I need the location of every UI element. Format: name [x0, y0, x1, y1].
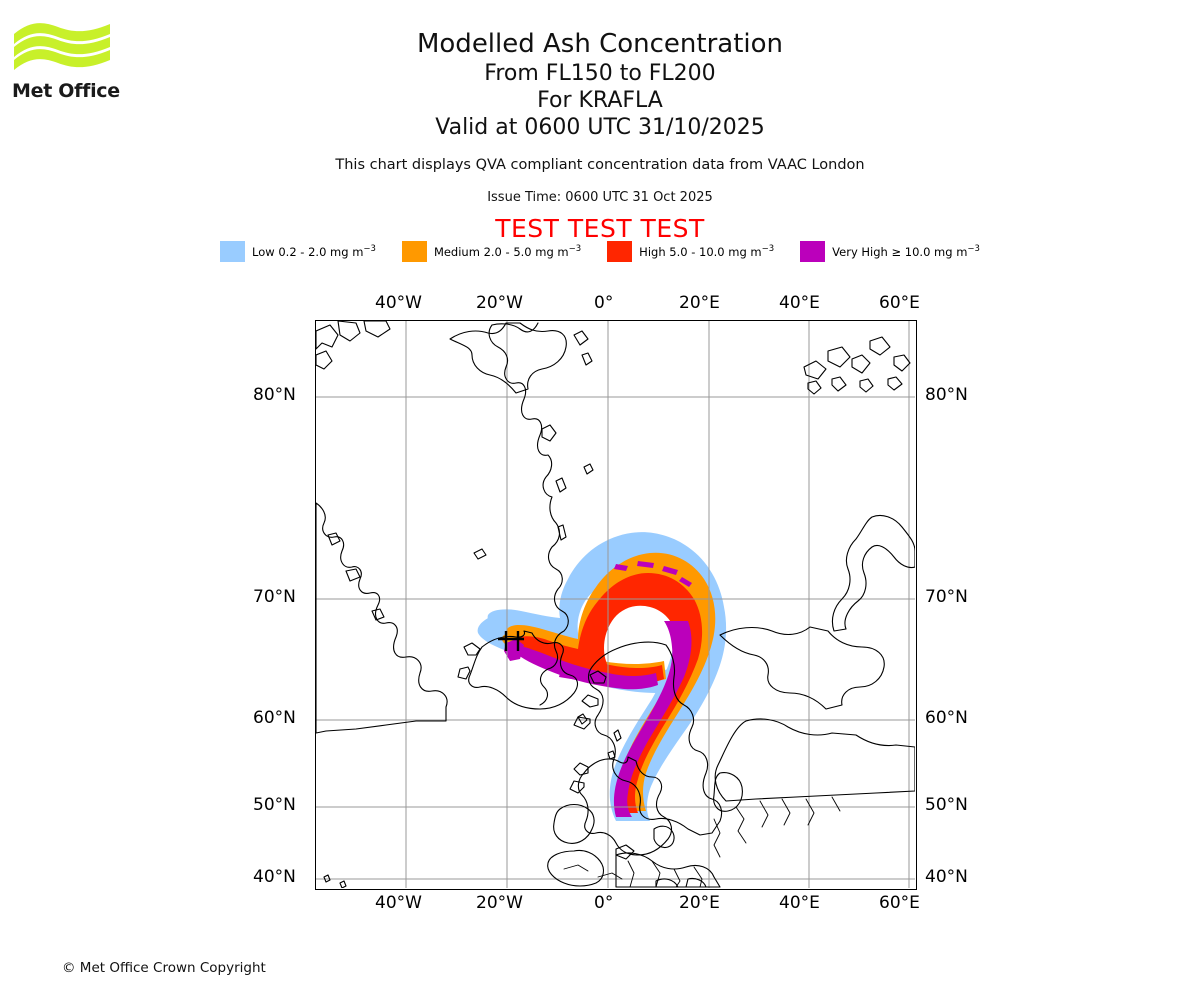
- chart-title-line1: Modelled Ash Concentration: [416, 29, 784, 59]
- legend-item-high: High 5.0 - 10.0 mg m−3: [607, 241, 774, 262]
- contour-very-high-lower-speckles: [559, 673, 608, 685]
- lon-label-top-0: 0°: [594, 293, 614, 313]
- coast-norway-fjords: [573, 670, 607, 730]
- coast-europe-mainland: [615, 852, 721, 888]
- chart-title-line4: Valid at 0600 UTC 31/10/2025: [435, 115, 765, 140]
- ash-concentration-map[interactable]: [315, 320, 917, 890]
- lat-label-left-40n: 40°N: [253, 867, 296, 887]
- coast-france-iberia: [547, 849, 605, 887]
- met-office-waves-icon: [14, 23, 110, 70]
- lat-label-right-80n: 80°N: [925, 385, 968, 405]
- coast-arctic-island-b: [363, 321, 391, 338]
- lat-label-left-50n: 50°N: [253, 795, 296, 815]
- lon-label-bottom-0: 0°: [594, 893, 614, 913]
- lon-label-bottom-20w: 20°W: [476, 893, 523, 913]
- met-office-logo: Met Office: [12, 20, 122, 115]
- coast-scotland-highlands: [569, 762, 589, 794]
- coast-svalbard-islands: [573, 330, 593, 366]
- coast-ireland: [553, 803, 595, 844]
- coast-azores-dots: [323, 874, 347, 888]
- coast-jan-mayen: [473, 548, 487, 560]
- legend-label-high: High 5.0 - 10.0 mg m−3: [639, 244, 775, 259]
- map-canvas: [316, 321, 915, 888]
- coast-russia-south: [714, 718, 915, 802]
- coast-scandinavia: [587, 641, 723, 836]
- lon-label-top-40e: 40°E: [779, 293, 820, 313]
- chart-subtitle-block: This chart displays QVA compliant concen…: [0, 155, 1200, 208]
- coast-greenland-islands: [327, 532, 385, 621]
- coast-mediterranean: [655, 877, 707, 888]
- ash-plume-contours: [477, 532, 727, 821]
- met-office-logo-text: Met Office: [12, 80, 120, 102]
- coast-baltic-gulf: [713, 772, 743, 812]
- coast-netherlands: [615, 844, 635, 860]
- coast-shetland: [613, 729, 622, 742]
- lon-label-bottom-40e: 40°E: [779, 893, 820, 913]
- coast-bear-island: [583, 463, 594, 475]
- concentration-legend: Low 0.2 - 2.0 mg m−3 Medium 2.0 - 5.0 mg…: [0, 241, 1200, 262]
- coast-franz-josef: [803, 336, 911, 395]
- legend-item-very-high: Very High ≥ 10.0 mg m−3: [800, 241, 980, 262]
- coast-denmark-jutland: [653, 825, 675, 849]
- copyright-footer: © Met Office Crown Copyright: [62, 960, 266, 976]
- coast-ellesmere: [316, 324, 339, 350]
- legend-swatch-medium-icon: [401, 241, 427, 262]
- lon-label-bottom-60e: 60°E: [879, 893, 920, 913]
- legend-item-low: Low 0.2 - 2.0 mg m−3: [220, 241, 376, 262]
- lat-label-left-70n: 70°N: [253, 587, 296, 607]
- coast-faroe: [577, 713, 588, 725]
- lon-label-top-20e: 20°E: [679, 293, 720, 313]
- lat-label-right-60n: 60°N: [925, 708, 968, 728]
- lon-label-bottom-40w: 40°W: [375, 893, 422, 913]
- coast-arctic-island-a: [337, 321, 361, 342]
- test-banner: TEST TEST TEST: [495, 214, 705, 243]
- lat-label-left-60n: 60°N: [253, 708, 296, 728]
- issue-time-label: Issue Time: 0600 UTC 31 Oct 2025: [487, 190, 713, 205]
- chart-title-block: Modelled Ash Concentration From FL150 to…: [0, 28, 1200, 141]
- lat-label-right-40n: 40°N: [925, 867, 968, 887]
- coast-great-britain: [577, 756, 673, 856]
- contour-very-high-east: [613, 621, 692, 817]
- map-gridlines: [316, 321, 915, 888]
- lon-label-top-40w: 40°W: [375, 293, 422, 313]
- coast-iceland: [468, 630, 579, 710]
- coast-svalbard-main: [449, 322, 567, 394]
- contour-high: [517, 573, 703, 813]
- coast-novaya-zemlya: [831, 514, 915, 632]
- coast-greenland: [316, 502, 448, 734]
- coast-iceland-fjords: [457, 642, 481, 680]
- legend-swatch-low-icon: [220, 241, 246, 262]
- lon-label-top-20w: 20°W: [476, 293, 523, 313]
- contour-high-west-tail: [515, 640, 664, 684]
- lat-label-left-80n: 80°N: [253, 385, 296, 405]
- lat-label-right-70n: 70°N: [925, 587, 968, 607]
- lat-label-right-50n: 50°N: [925, 795, 968, 815]
- legend-swatch-very-high-icon: [800, 241, 826, 262]
- legend-item-medium: Medium 2.0 - 5.0 mg m−3: [401, 241, 582, 262]
- legend-label-medium: Medium 2.0 - 5.0 mg m−3: [433, 244, 582, 259]
- coast-greenland-ne-detail: [541, 424, 567, 541]
- qva-compliance-note: This chart displays QVA compliant concen…: [335, 157, 865, 173]
- coast-kola-whitesea: [719, 626, 885, 710]
- contour-very-high-south-band: [517, 646, 658, 690]
- map-frame: [315, 320, 917, 890]
- volcano-marker-krafla: [498, 631, 524, 651]
- legend-swatch-high-icon: [607, 241, 633, 262]
- legend-label-very-high: Very High ≥ 10.0 mg m−3: [832, 244, 980, 259]
- country-borders: [563, 796, 841, 888]
- coast-greenland-northeast: [488, 322, 569, 706]
- coast-arctic-island-c: [316, 350, 333, 370]
- legend-label-low: Low 0.2 - 2.0 mg m−3: [252, 244, 376, 259]
- coastlines: [316, 321, 915, 888]
- chart-title-line3: For KRAFLA: [537, 88, 663, 113]
- chart-title-line2: From FL150 to FL200: [484, 61, 716, 86]
- lon-label-bottom-20e: 20°E: [679, 893, 720, 913]
- lon-label-top-60e: 60°E: [879, 293, 920, 313]
